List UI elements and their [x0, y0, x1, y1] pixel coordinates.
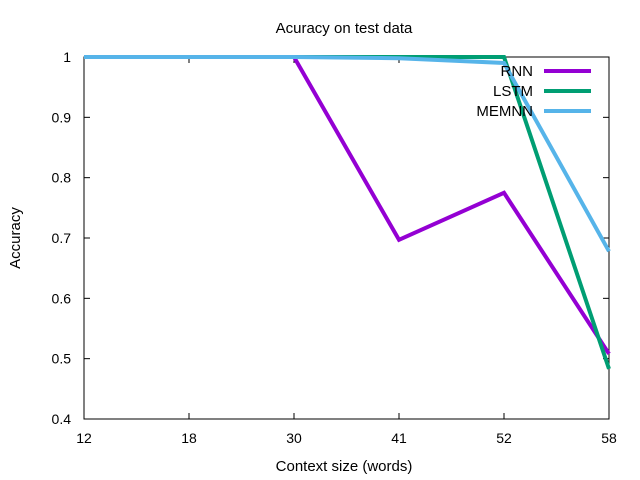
y-tick-label: 0.9 [52, 109, 72, 125]
series-line-rnn [84, 55, 611, 355]
y-tick-label: 0.6 [52, 290, 72, 306]
x-tick-label: 52 [496, 430, 512, 446]
x-axis-ticks: 12 18 30 41 52 58 [76, 57, 617, 446]
y-axis-ticks: 0.4 0.5 0.6 0.7 0.8 0.9 1 [52, 49, 609, 427]
legend-label-memnn: MEMNN [476, 103, 533, 120]
chart-title: Acuracy on test data [276, 20, 413, 37]
x-tick-label: 30 [286, 430, 302, 446]
y-tick-label: 1 [63, 49, 71, 65]
x-tick-label: 12 [76, 430, 92, 446]
legend-label-lstm: LSTM [493, 83, 533, 100]
y-tick-label: 0.8 [52, 170, 72, 186]
x-tick-label: 58 [601, 430, 617, 446]
y-axis-title: Accuracy [7, 207, 24, 269]
x-axis-title: Context size (words) [276, 458, 413, 475]
y-tick-label: 0.5 [52, 351, 72, 367]
series-lines [84, 55, 611, 370]
legend-label-rnn: RNN [501, 63, 534, 80]
legend: RNN LSTM MEMNN [476, 63, 591, 120]
y-tick-label: 0.4 [52, 411, 72, 427]
series-line-memnn [84, 55, 611, 253]
x-tick-label: 41 [391, 430, 407, 446]
y-tick-label: 0.7 [52, 230, 72, 246]
x-tick-label: 18 [181, 430, 197, 446]
